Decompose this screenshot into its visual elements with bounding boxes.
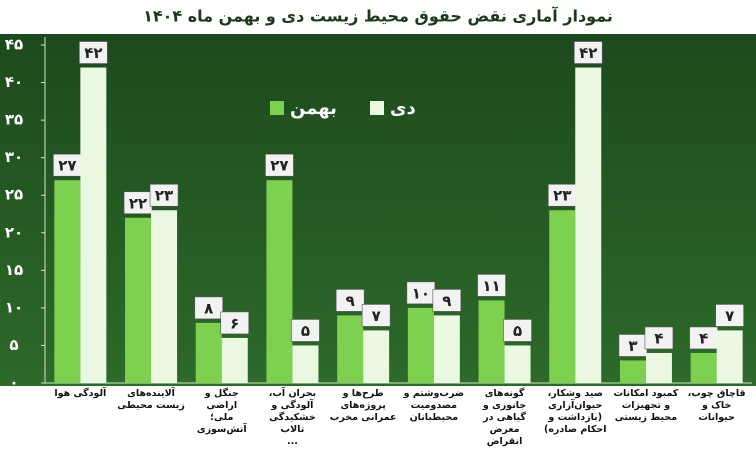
y-tick-label: ۳۰: [5, 148, 23, 166]
value-label: ۲۷: [270, 157, 288, 175]
bar: [549, 210, 576, 383]
value-label-box: [194, 296, 224, 320]
x-tick-label: کمبود امکانات و تجهیزات محیط زیستی: [613, 388, 679, 423]
value-label: ۲۲: [129, 194, 147, 212]
chart-title: نمودار آماری نقض حقوق محیط زیست دی و بهم…: [143, 6, 613, 26]
y-tick-label: ۱۰: [5, 298, 23, 316]
y-tick-label: ۵: [9, 336, 18, 354]
value-label: ۸: [204, 299, 213, 317]
value-label-box: [432, 289, 462, 312]
value-label-box: [149, 183, 179, 207]
bar: [54, 180, 81, 383]
value-label: ۱۱: [482, 277, 500, 295]
x-tick-label: قاچاق چوب، خاک و حیوانات: [687, 388, 746, 423]
value-label-box: [644, 326, 674, 350]
value-label: ۹: [346, 292, 355, 310]
value-label: ۷: [372, 307, 381, 325]
bar: [292, 345, 319, 383]
y-tick-label: ۲۰: [5, 223, 23, 241]
value-label: ۵: [513, 322, 522, 340]
bar: [619, 360, 646, 383]
bar: [195, 322, 222, 383]
value-label-box: [79, 41, 108, 64]
x-tick-label: جنگل و اراضی ملی؛ آتش‌سوزی: [196, 388, 247, 435]
legend-swatch: [270, 101, 284, 115]
value-label-box: [503, 319, 532, 342]
value-label-box: [291, 319, 320, 342]
bar: [690, 352, 717, 383]
value-label: ۷: [725, 307, 734, 325]
x-tick-label: ضرب‌وشتم و مصدومیت محیطبانان: [403, 388, 465, 423]
y-tick-label: ۲۵: [5, 186, 23, 204]
value-label: ۱۰: [412, 284, 430, 302]
bar: [125, 217, 152, 383]
value-label: ۶: [230, 314, 239, 332]
bar: [645, 352, 672, 383]
y-tick-label: ۰: [9, 374, 18, 392]
value-label-box: [573, 41, 603, 64]
bar: [504, 345, 531, 383]
bar: [80, 67, 107, 384]
legend-swatch: [370, 101, 384, 115]
bar: [716, 330, 743, 383]
value-label: ۴۲: [84, 44, 102, 62]
value-label-box: [220, 311, 250, 335]
bar: [478, 300, 505, 383]
value-label: ۹: [442, 292, 451, 310]
value-label: ۵: [301, 322, 310, 340]
y-tick-label: ۴۵: [5, 36, 23, 54]
bar: [363, 330, 390, 383]
value-label-box: [265, 153, 294, 177]
y-tick-label: ۴۰: [5, 73, 23, 91]
value-label: ۳: [628, 337, 637, 355]
legend-label: بهمن: [290, 98, 337, 119]
bar: [337, 315, 364, 383]
bar: [221, 337, 248, 383]
x-tick-label: صید وشکار، حیوان‌آزاری (بازداشت و احکام …: [543, 388, 607, 435]
value-label: ۲۳: [155, 187, 173, 205]
x-tick-label: گونه‌های جانوری و گیاهی در معرض انقراض: [482, 388, 527, 447]
value-label-box: [335, 289, 365, 312]
value-label: ۴: [699, 329, 708, 347]
value-label: ۲۷: [58, 157, 76, 175]
bar: [151, 210, 178, 383]
value-label: ۴۲: [579, 44, 597, 62]
value-label-box: [361, 304, 391, 327]
x-tick-label: بحران آب، آلودگی و خشکیدگی تالاب ...: [268, 388, 317, 447]
bar: [266, 180, 293, 383]
value-label: ۲۳: [553, 187, 571, 205]
x-tick-label: طرح‌ها و پروژه‌های عمرانی مخرب: [329, 388, 397, 423]
bar: [575, 67, 602, 384]
value-label: ۴: [654, 329, 663, 347]
x-tick-label: آلاینده‌های زیست محیطی: [117, 388, 185, 411]
legend-label: دی: [390, 98, 416, 119]
y-tick-label: ۳۵: [5, 111, 23, 129]
value-label-box: [477, 274, 506, 297]
x-tick-label: آلودگی هوا: [54, 388, 107, 399]
bar: [407, 307, 434, 383]
y-tick-label: ۱۵: [5, 261, 23, 279]
bar: [433, 315, 460, 383]
value-label-box: [715, 304, 744, 327]
